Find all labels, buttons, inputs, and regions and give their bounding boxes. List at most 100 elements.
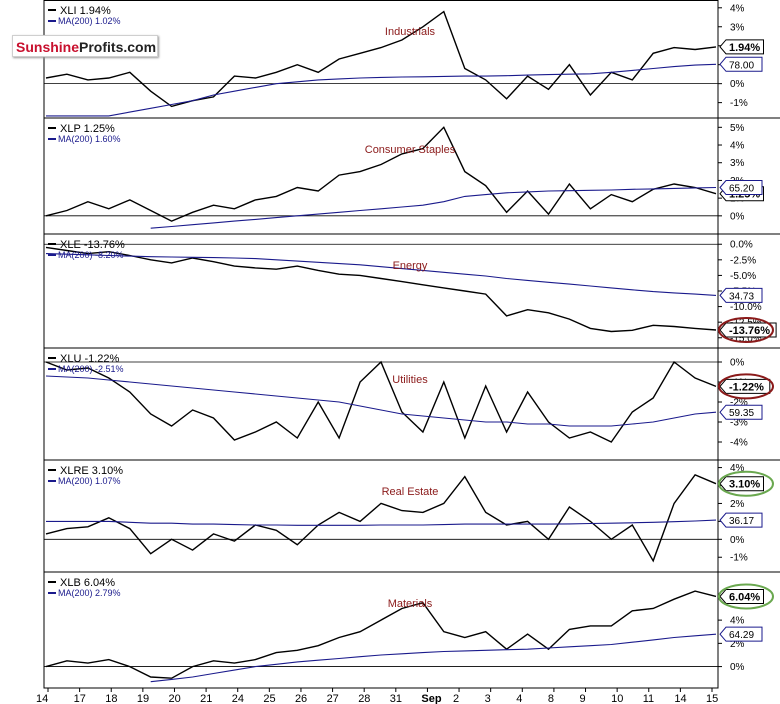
y-tick-label: 4%: [730, 463, 745, 474]
price-line: [45, 10, 717, 108]
x-tick-label: 15: [706, 693, 718, 704]
ma-value-label: 65.20: [729, 184, 754, 195]
x-tick-label: 14: [674, 693, 686, 704]
x-tick-label: 11: [643, 693, 654, 704]
y-tick-label: -3%: [730, 418, 748, 429]
y-tick-label: 2%: [730, 639, 745, 650]
y-tick-label: -5.0%: [730, 271, 756, 282]
y-tick-label: 3%: [730, 158, 745, 169]
ma-value-tag: [719, 56, 763, 72]
ma200-line: [45, 375, 717, 427]
ma-value-label: 64.29: [729, 630, 754, 641]
price-value-label: -1.22%: [729, 381, 764, 393]
price-line: [45, 473, 717, 563]
panel-title: Energy: [393, 260, 428, 272]
x-tick-label: 24: [232, 693, 244, 704]
ma200-line: [46, 63, 717, 117]
panel-title: Utilities: [392, 374, 428, 386]
ma200-line: [150, 633, 717, 683]
ma-value-label: 78.00: [729, 60, 754, 71]
x-tick-label: 2: [453, 693, 459, 704]
price-line: [45, 126, 717, 222]
logo-part-profits: Profits.com: [79, 39, 157, 55]
y-tick-label: -10.0%: [730, 302, 762, 313]
y-tick-label: 0%: [730, 662, 745, 673]
highlight-circle: [718, 317, 774, 344]
highlight-circle: [718, 373, 774, 400]
ma-value-tag: [719, 287, 763, 303]
legend-ma: MA(200) -2.51%: [58, 364, 124, 374]
panel-title: Consumer Staples: [365, 144, 456, 156]
x-tick-label: 8: [548, 693, 554, 704]
y-tick-label: -1%: [730, 98, 748, 109]
price-value-tag: [719, 476, 764, 492]
x-tick-label: 20: [168, 693, 180, 704]
legend-ma: MA(200) 2.79%: [58, 588, 121, 598]
x-tick-label: 4: [516, 693, 522, 704]
ma200-line: [46, 519, 717, 526]
legend-price: XLB 6.04%: [60, 577, 115, 589]
y-tick-label: -2%: [730, 398, 748, 409]
legend-price: XLE -13.76%: [60, 239, 125, 251]
x-tick-label: 18: [105, 693, 117, 704]
price-line: [45, 360, 717, 443]
ma-value-tag: [719, 404, 763, 420]
y-tick-label: 0%: [730, 535, 745, 546]
y-tick-label: -1%: [730, 553, 748, 564]
ma-value-tag: [719, 512, 763, 528]
ma-value-label: 59.35: [729, 408, 754, 419]
y-tick-label: 4%: [730, 3, 745, 14]
x-tick-label: 21: [200, 693, 212, 704]
panel-title: Materials: [388, 598, 433, 610]
y-tick-label: 0%: [730, 358, 745, 369]
y-tick-label: 0%: [730, 79, 745, 90]
legend-ma: MA(200) 1.02%: [58, 16, 121, 26]
ma200-line: [45, 253, 717, 296]
y-tick-label: 0%: [730, 211, 745, 222]
y-tick-label: 5%: [730, 123, 745, 134]
x-tick-label: 14: [36, 693, 48, 704]
x-tick-label: 3: [485, 693, 491, 704]
x-tick-label: Sep: [421, 693, 441, 704]
legend-ma: MA(200) 1.60%: [58, 134, 121, 144]
highlight-circle: [718, 470, 774, 497]
price-value-tag: [719, 588, 764, 604]
y-tick-label: -15.0%: [730, 333, 762, 344]
highlight-circle: [718, 583, 774, 610]
x-tick-label: 25: [263, 693, 275, 704]
ma200-line: [150, 186, 717, 229]
price-value-tag: [719, 322, 777, 338]
legend-ma: MA(200) 1.07%: [58, 476, 121, 486]
legend-price: XLI 1.94%: [60, 5, 111, 17]
legend-price: XLP 1.25%: [60, 123, 115, 135]
price-line: [45, 590, 717, 679]
sunshine-profits-logo: SunshineProfits.com: [12, 35, 158, 57]
x-tick-label: 10: [611, 693, 623, 704]
price-value-label: 6.04%: [729, 591, 760, 603]
x-tick-label: 9: [580, 693, 586, 704]
ma-value-tag: [719, 180, 763, 196]
chart-frame: [43, 0, 719, 689]
x-tick-label: 28: [358, 693, 370, 704]
y-tick-label: 2%: [730, 499, 745, 510]
panel-title: Industrials: [385, 26, 436, 38]
y-tick-label: 0.0%: [730, 240, 753, 251]
ma-value-tag: [719, 626, 763, 642]
y-tick-label: -4%: [730, 438, 748, 449]
x-tick-label: 31: [390, 693, 402, 704]
y-tick-label: 4%: [730, 616, 745, 627]
y-tick-label: 3%: [730, 22, 745, 33]
price-value-tag: [719, 378, 771, 394]
panel-title: Real Estate: [382, 486, 439, 498]
price-value-label: -13.76%: [729, 325, 770, 337]
x-tick-label: 27: [327, 693, 339, 704]
price-line: [45, 246, 717, 333]
y-tick-label: -2.5%: [730, 255, 756, 266]
logo-part-sunshine: Sunshine: [16, 39, 80, 55]
price-value-tag: [719, 39, 764, 55]
legend-price: XLRE 3.10%: [60, 465, 123, 477]
legend-ma: MA(200) -8.20%: [58, 250, 124, 260]
price-value-label: 1.94%: [729, 42, 760, 54]
x-tick-label: 17: [74, 693, 86, 704]
